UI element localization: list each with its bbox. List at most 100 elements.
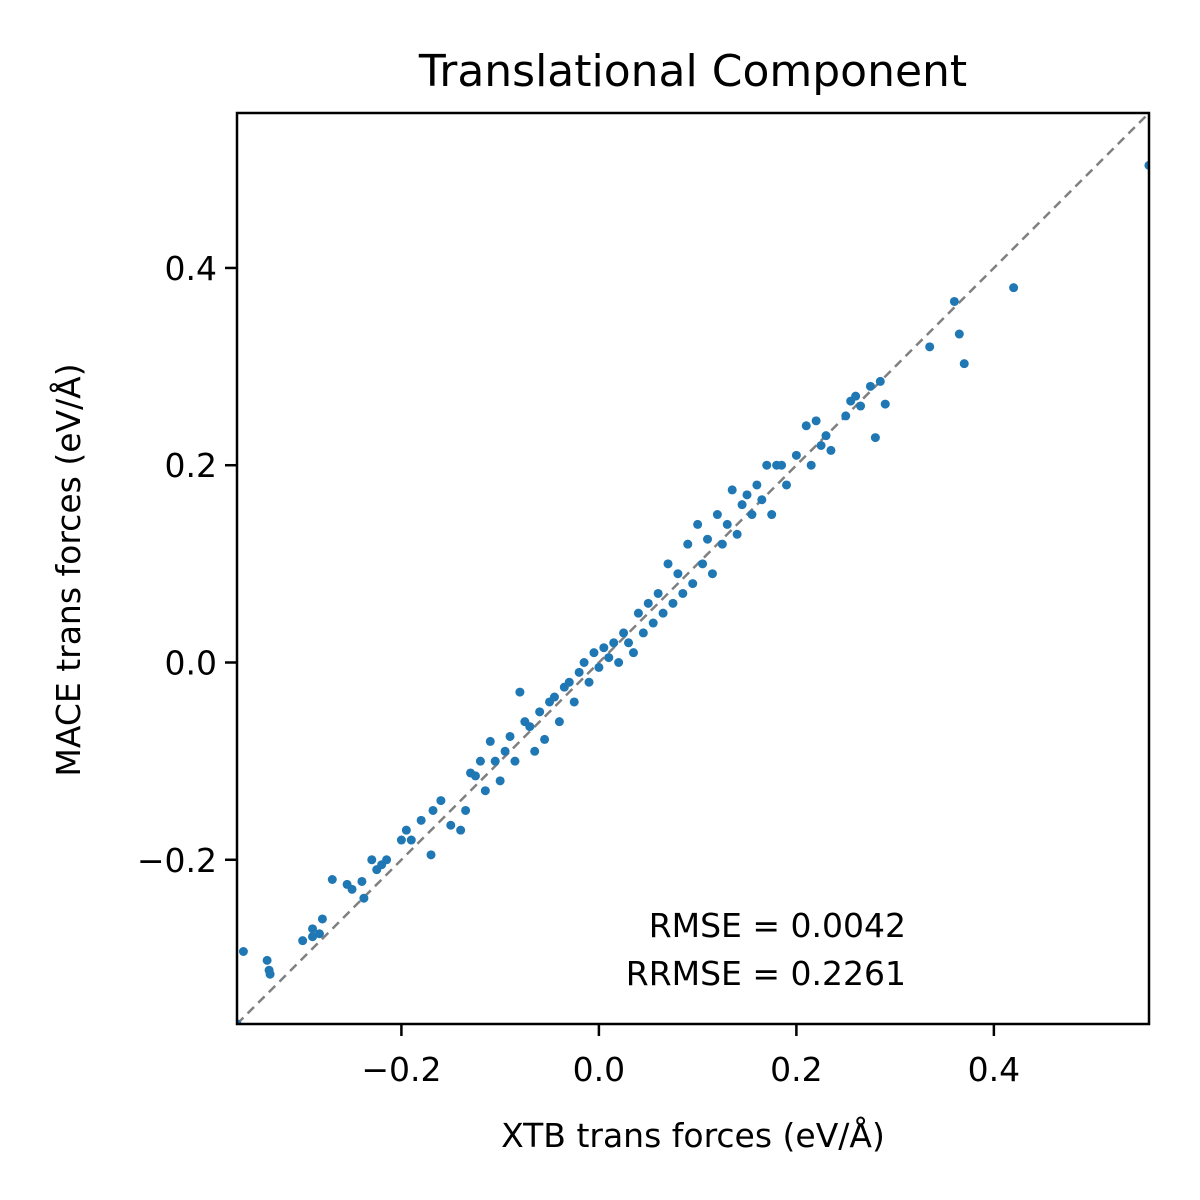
- data-point: [925, 342, 935, 352]
- data-point: [777, 460, 787, 470]
- axes-frame: [235, 111, 1151, 1026]
- rrmse-annotation: RRMSE = 0.2261: [626, 954, 906, 993]
- data-point: [401, 825, 411, 835]
- data-point: [485, 736, 495, 746]
- data-point: [569, 697, 579, 707]
- data-point: [604, 653, 614, 663]
- data-point: [554, 717, 564, 727]
- data-point: [589, 648, 599, 658]
- data-point: [707, 569, 717, 579]
- data-point: [767, 510, 777, 520]
- data-point: [584, 677, 594, 687]
- data-point: [416, 815, 426, 825]
- data-point: [624, 638, 634, 648]
- data-point: [530, 746, 540, 756]
- data-point: [614, 657, 624, 667]
- data-point: [880, 399, 890, 409]
- data-point: [742, 490, 752, 500]
- data-point: [510, 756, 520, 766]
- data-point: [327, 874, 337, 884]
- x-tick-label: 0.2: [770, 1050, 822, 1089]
- plot-area: [235, 111, 1151, 1026]
- data-point: [495, 776, 505, 786]
- data-point: [564, 677, 574, 687]
- data-point: [535, 707, 545, 717]
- data-point: [298, 936, 308, 946]
- data-point: [959, 359, 969, 369]
- data-point: [480, 786, 490, 796]
- data-point: [456, 825, 466, 835]
- data-point: [668, 598, 678, 608]
- data-point: [870, 433, 880, 443]
- data-point: [265, 969, 275, 979]
- y-tick-label: 0.2: [165, 446, 217, 485]
- data-point: [826, 445, 836, 455]
- data-point: [865, 381, 875, 391]
- x-axis-label: XTB trans forces (eV/Å): [501, 1115, 885, 1155]
- data-point: [737, 500, 747, 510]
- data-point: [505, 731, 515, 741]
- data-point: [752, 480, 762, 490]
- y-axis-label: MACE trans forces (eV/Å): [48, 363, 88, 776]
- data-point: [262, 955, 272, 965]
- data-point: [762, 460, 772, 470]
- data-point: [446, 820, 456, 830]
- data-point: [856, 401, 866, 411]
- data-point: [811, 416, 821, 426]
- data-point: [648, 618, 658, 628]
- data-point: [658, 608, 668, 618]
- data-points: [237, 160, 1149, 1024]
- data-point: [461, 805, 471, 815]
- data-point: [574, 667, 584, 677]
- identity-reference-line: [236, 112, 1150, 1025]
- data-point: [638, 628, 648, 638]
- data-point: [727, 485, 737, 495]
- data-point: [579, 657, 589, 667]
- y-tick-label: 0.0: [165, 643, 217, 682]
- data-point: [653, 588, 663, 598]
- data-point: [500, 746, 510, 756]
- data-point: [470, 771, 480, 781]
- data-point: [673, 569, 683, 579]
- data-point: [801, 421, 811, 431]
- data-point: [238, 947, 248, 957]
- chart-title: Translational Component: [418, 46, 967, 97]
- data-point: [791, 450, 801, 460]
- rmse-annotation: RMSE = 0.0042: [649, 906, 906, 945]
- data-point: [609, 638, 619, 648]
- data-point: [540, 734, 550, 744]
- data-point: [628, 648, 638, 658]
- data-point: [678, 588, 688, 598]
- x-axis: −0.2 0.0 0.2 0.4: [361, 1024, 1020, 1089]
- data-point: [475, 756, 485, 766]
- y-axis: −0.2 0.0 0.2 0.4: [137, 249, 237, 880]
- x-tick-label: 0.4: [968, 1050, 1020, 1089]
- data-point: [806, 460, 816, 470]
- data-point: [367, 855, 377, 865]
- data-point: [703, 534, 713, 544]
- data-point: [643, 598, 653, 608]
- data-point: [406, 835, 416, 845]
- data-point: [357, 876, 367, 886]
- data-point: [747, 510, 757, 520]
- data-point: [841, 411, 851, 421]
- data-point: [396, 835, 406, 845]
- data-point: [347, 884, 357, 894]
- y-tick-label: 0.4: [165, 249, 217, 288]
- data-point: [954, 329, 964, 339]
- data-point: [949, 296, 959, 306]
- data-point: [851, 391, 861, 401]
- data-point: [619, 628, 629, 638]
- data-point: [698, 559, 708, 569]
- data-point: [599, 643, 609, 653]
- x-tick-label: −0.2: [361, 1050, 441, 1089]
- data-point: [549, 692, 559, 702]
- data-point: [317, 914, 327, 924]
- data-point: [382, 855, 392, 865]
- data-point: [683, 539, 693, 549]
- data-point: [525, 722, 535, 732]
- data-point: [732, 529, 742, 539]
- data-point: [515, 687, 525, 697]
- data-point: [782, 480, 792, 490]
